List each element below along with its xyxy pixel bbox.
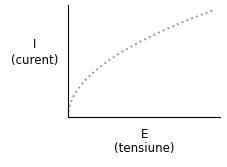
Text: (curent): (curent) [11, 54, 58, 67]
Text: I: I [33, 38, 36, 51]
Text: E: E [141, 128, 148, 141]
Text: (tensiune): (tensiune) [114, 141, 174, 154]
